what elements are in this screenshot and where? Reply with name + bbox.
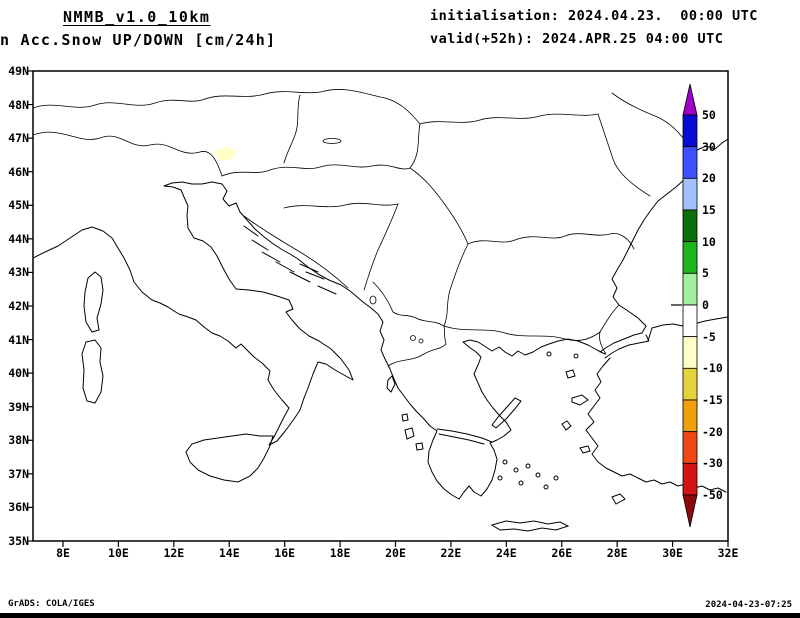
colorbar-segment — [682, 336, 698, 369]
lake-prespa — [418, 338, 424, 344]
island-rhodes — [611, 493, 626, 505]
colorbar-tick-label: -20 — [702, 424, 723, 439]
colorbar-tick-label: 10 — [702, 234, 716, 249]
lake-scutari — [369, 295, 377, 305]
island-limnos — [565, 369, 576, 379]
x-axis-tick-label: 18E — [329, 546, 351, 560]
island-kefalonia — [404, 427, 415, 440]
colorbar-segment — [682, 272, 698, 306]
colorbar-tick-label: 0 — [702, 298, 709, 312]
x-axis-tick-label: 30E — [662, 546, 683, 560]
colorbar-segment — [682, 114, 698, 148]
croatian-islands — [243, 225, 337, 295]
x-axis-tick-label: 10E — [108, 546, 129, 560]
x-axis-tick-label: 26E — [551, 546, 573, 560]
island-sicily — [185, 433, 274, 483]
x-axis-tick-label: 32E — [717, 546, 739, 560]
colorbar-tick-label: 5 — [702, 266, 709, 281]
x-axis-tick-label: 24E — [495, 546, 517, 560]
colorbar-arrow-bottom — [682, 494, 698, 528]
dardanelles — [599, 342, 620, 359]
x-axis-tick-label: 12E — [163, 546, 185, 560]
colorbar-segment — [682, 304, 698, 338]
colorbar-tick-label: 15 — [702, 203, 716, 217]
lake-balaton — [322, 138, 342, 144]
bottom-black-bar — [0, 613, 800, 618]
model-name: NMMB_v1.0_10km — [63, 8, 211, 26]
colorbar-segment — [682, 431, 698, 464]
black-sea-west-coast — [611, 138, 728, 327]
colorbar-arrow-top — [682, 83, 698, 116]
product-title: n Acc.Snow UP/DOWN [cm/24h] — [0, 31, 277, 49]
plot-timestamp: 2024-04-23-07:25 — [705, 600, 792, 610]
y-axis-tick-label: 45N — [8, 198, 29, 213]
colorbar-segment — [682, 209, 698, 243]
x-axis-tick-label: 20E — [385, 546, 406, 560]
y-axis-tick-label: 48N — [8, 97, 29, 112]
y-axis-tick-label: 39N — [8, 399, 29, 414]
initialisation-label: initialisation: 2024.04.23. 00:00 UTC — [430, 8, 758, 24]
y-axis-tick-label: 40N — [8, 366, 29, 381]
island-corfu — [386, 375, 396, 393]
island-lesbos — [571, 394, 589, 406]
y-axis-tick-label: 49N — [8, 64, 29, 78]
y-axis-tick-label: 36N — [8, 500, 29, 515]
lake-ohrid — [410, 335, 416, 341]
colorbar-segment — [682, 462, 698, 496]
valid-time-label: valid(+52h): 2024.APR.25 04:00 UTC — [430, 31, 724, 47]
island-corsica — [83, 271, 104, 333]
island-zakynthos — [415, 442, 424, 451]
x-axis-tick-label: 16E — [274, 546, 296, 560]
colorbar-tick-label: -30 — [702, 456, 723, 471]
colorbar-segment — [682, 241, 698, 274]
island-samos — [579, 445, 591, 454]
colorbar-tick-label: 20 — [702, 171, 716, 186]
colorbar-segment — [682, 146, 698, 179]
coastline-adriatic-greece — [221, 183, 606, 500]
y-axis-tick-label: 42N — [8, 298, 29, 313]
y-axis-tick-label: 46N — [8, 164, 29, 179]
y-axis-tick-label: 43N — [8, 265, 29, 280]
colorbar-tick-label: -5 — [702, 329, 716, 344]
coastlines — [33, 138, 728, 532]
island-sardinia — [81, 339, 104, 404]
colorbar-tick-label: -15 — [702, 393, 723, 407]
bosphorus — [641, 325, 653, 342]
island-chios — [561, 420, 572, 431]
colorbar-tick-label: -10 — [702, 361, 723, 376]
colorbar-tick-label: 50 — [702, 108, 716, 122]
y-axis-tick-label: 44N — [8, 231, 29, 246]
coastline-italy — [33, 181, 354, 446]
x-axis-tick-label: 14E — [218, 546, 240, 560]
y-axis-tick-label: 47N — [8, 131, 29, 146]
island-euboea — [491, 397, 522, 429]
colorbar-tick-label: 30 — [702, 139, 716, 154]
sea-of-marmara — [613, 332, 650, 350]
y-axis-tick-label: 35N — [8, 533, 29, 548]
snow-shade-patch — [214, 147, 237, 161]
colorbar-segment — [682, 399, 698, 433]
map-frame — [32, 70, 729, 542]
colorbar — [671, 83, 698, 528]
y-axis-tick-label: 37N — [8, 466, 29, 481]
island-lefkada — [401, 413, 409, 422]
colorbar-segment — [682, 177, 698, 211]
gulf-of-corinth — [436, 428, 493, 445]
island-crete — [490, 520, 570, 532]
x-axis-tick-label: 8E — [56, 546, 70, 560]
grads-stamp: GrADS: COLA/IGES — [8, 599, 95, 609]
colorbar-tick-label: -50 — [702, 488, 723, 502]
x-axis-tick-label: 22E — [440, 546, 462, 560]
country-borders — [33, 89, 690, 367]
colorbar-segment — [682, 367, 698, 401]
y-axis-tick-label: 38N — [8, 433, 29, 448]
y-axis-tick-label: 41N — [8, 332, 29, 347]
cyclades-islands — [497, 351, 579, 490]
axis-ticks — [27, 70, 729, 547]
x-axis-tick-label: 28E — [606, 546, 628, 560]
